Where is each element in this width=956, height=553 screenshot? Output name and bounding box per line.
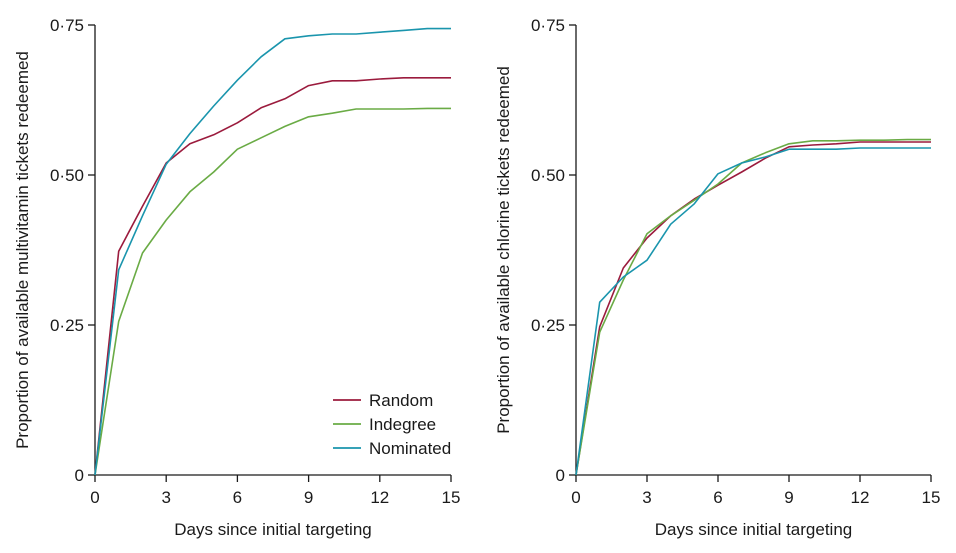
series-line-indegree [94, 107, 451, 476]
series-line-nominated [575, 147, 931, 476]
chart-panel-1: 0 0·25 0·50 0·75 0 3 6 9 12 15 Days since initial … [13, 16, 460, 539]
x-tick-label: 9 [304, 488, 313, 507]
series-line-indegree [575, 138, 931, 476]
y-tick-label: 0·75 [531, 16, 565, 35]
x-axis-label: Days since initial targeting [174, 520, 371, 539]
x-tick-label: 0 [571, 488, 580, 507]
x-tick-label: 6 [713, 488, 722, 507]
legend: Random Indegree Nominated [333, 391, 451, 458]
chart-panel-2: 0 0·25 0·50 0·75 0 3 6 9 12 15 Days since initial … [494, 16, 940, 539]
y-tick-label: 0 [556, 466, 565, 485]
x-tick-label: 12 [851, 488, 870, 507]
x-tick-label: 15 [442, 488, 461, 507]
y-tick-label: 0·50 [50, 166, 84, 185]
legend-label-nominated: Nominated [369, 439, 451, 458]
y-tick-label: 0·75 [50, 16, 84, 35]
y-axis-label: Proportion of available multivitamin tic… [13, 51, 32, 449]
y-tick-label: 0 [75, 466, 84, 485]
legend-label-indegree: Indegree [369, 415, 436, 434]
series-line-nominated [94, 27, 451, 476]
x-tick-label: 0 [90, 488, 99, 507]
y-tick-label: 0·25 [50, 316, 84, 335]
x-tick-label: 15 [922, 488, 941, 507]
x-axis-label: Days since initial targeting [655, 520, 852, 539]
x-tick-label: 3 [642, 488, 651, 507]
y-tick-label: 0·50 [531, 166, 565, 185]
series-line-random [575, 141, 931, 476]
x-tick-label: 9 [784, 488, 793, 507]
x-tick-label: 3 [161, 488, 170, 507]
x-tick-label: 6 [233, 488, 242, 507]
legend-label-random: Random [369, 391, 433, 410]
y-axis-label: Proportion of available chlorine tickets… [494, 66, 513, 434]
y-tick-label: 0·25 [531, 316, 565, 335]
series-line-random [94, 77, 451, 476]
x-tick-label: 12 [370, 488, 389, 507]
